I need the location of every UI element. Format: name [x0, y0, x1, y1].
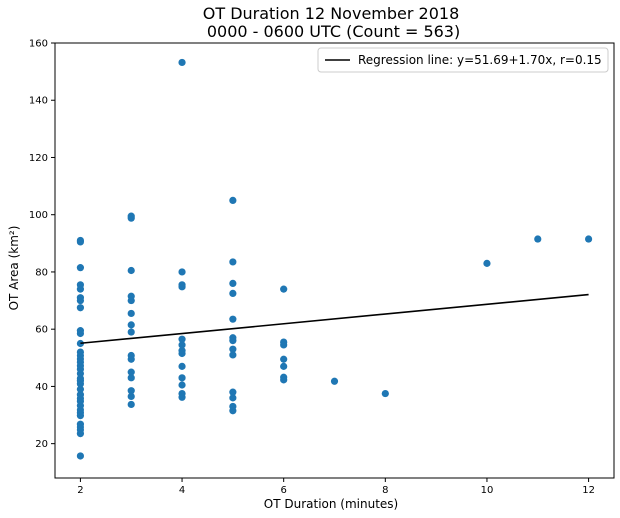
scatter-point [178, 381, 186, 389]
scatter-point [127, 387, 135, 395]
plot-frame [54, 42, 615, 479]
scatter-point [330, 377, 339, 385]
scatter-point [178, 374, 186, 382]
scatter-point [229, 388, 237, 396]
scatter-point [229, 315, 237, 323]
scatter-point [76, 348, 85, 356]
scatter-point [534, 235, 542, 243]
scatter-point [229, 345, 237, 353]
scatter-point [127, 351, 135, 360]
scatter-point [127, 400, 135, 409]
legend-label: Regression line: y=51.69+1.70x, r=0.15 [358, 53, 602, 67]
scatter-point [127, 368, 135, 376]
scatter-point [229, 196, 237, 205]
scatter-point [76, 264, 85, 272]
scatter-point [127, 212, 135, 220]
scatter-point [178, 362, 186, 370]
scatter-point [280, 373, 288, 381]
y-tick-label: 160 [29, 39, 48, 50]
scatter-point [127, 374, 135, 382]
chart-title-line-2: 0000 - 0600 UTC (Count = 563) [202, 22, 460, 41]
scatter-point [127, 266, 135, 275]
y-axis-ticks: 20 40 60 80 100 120 140 160 [29, 39, 55, 450]
y-tick-label: 40 [35, 382, 48, 393]
scatter-point [280, 362, 288, 370]
y-tick-label: 80 [35, 267, 48, 278]
x-tick-label: 10 [481, 485, 494, 496]
x-axis-ticks: 2 4 6 8 10 12 [77, 478, 595, 496]
y-tick-label: 100 [29, 210, 48, 221]
scatter-point [229, 258, 237, 266]
scatter-point [229, 394, 237, 402]
scatter-point [229, 289, 237, 298]
scatter-point [127, 309, 135, 318]
scatter-point [178, 341, 186, 349]
x-axis-label: OT Duration (minutes) [264, 497, 398, 511]
scatter-point [76, 339, 85, 348]
chart-title-line-1: OT Duration 12 November 2018 [203, 4, 460, 23]
scatter-point [280, 338, 288, 346]
data-points [76, 58, 593, 460]
scatter-point [76, 304, 85, 312]
scatter-point [76, 327, 85, 335]
y-tick-label: 120 [29, 153, 48, 164]
y-tick-label: 140 [29, 96, 48, 107]
scatter-point [76, 391, 85, 399]
x-tick-label: 8 [382, 485, 388, 496]
scatter-point [127, 292, 135, 300]
scatter-point [76, 420, 85, 428]
scatter-point [76, 385, 85, 393]
legend-box [317, 47, 609, 73]
scatter-point [127, 392, 135, 401]
y-tick-label: 60 [35, 325, 48, 336]
x-tick-label: 12 [582, 485, 595, 496]
scatter-point [280, 355, 288, 363]
scatter-point [76, 281, 85, 289]
scatter-point [178, 281, 186, 289]
scatter-point [127, 321, 135, 329]
scatter-point [483, 259, 491, 267]
legend: Regression line: y=51.69+1.70x, r=0.15 [317, 47, 609, 73]
scatter-point [280, 285, 288, 293]
scatter-point [584, 235, 593, 243]
plot-area: 2 4 6 8 10 12 20 40 60 80 100 120 140 160 [29, 39, 615, 496]
scatter-point [178, 347, 186, 355]
scatter-point [178, 389, 186, 398]
scatter-point [229, 351, 237, 359]
scatter-point [178, 268, 186, 276]
scatter-point [229, 334, 237, 342]
x-tick-label: 2 [77, 485, 83, 496]
scatter-point [178, 58, 186, 67]
x-tick-label: 6 [280, 485, 286, 496]
scatter-point [76, 452, 85, 460]
scatter-point [178, 335, 186, 343]
scatter-point [127, 328, 135, 336]
scatter-point [76, 294, 85, 302]
scatter-point [229, 402, 237, 411]
scatter-point [229, 279, 237, 287]
x-tick-label: 4 [179, 485, 185, 496]
scatter-point [381, 389, 389, 398]
regression-line [80, 293, 589, 345]
scatter-point [76, 236, 85, 245]
y-tick-label: 20 [35, 439, 48, 450]
y-axis-label: OT Area (km²) [7, 226, 21, 311]
